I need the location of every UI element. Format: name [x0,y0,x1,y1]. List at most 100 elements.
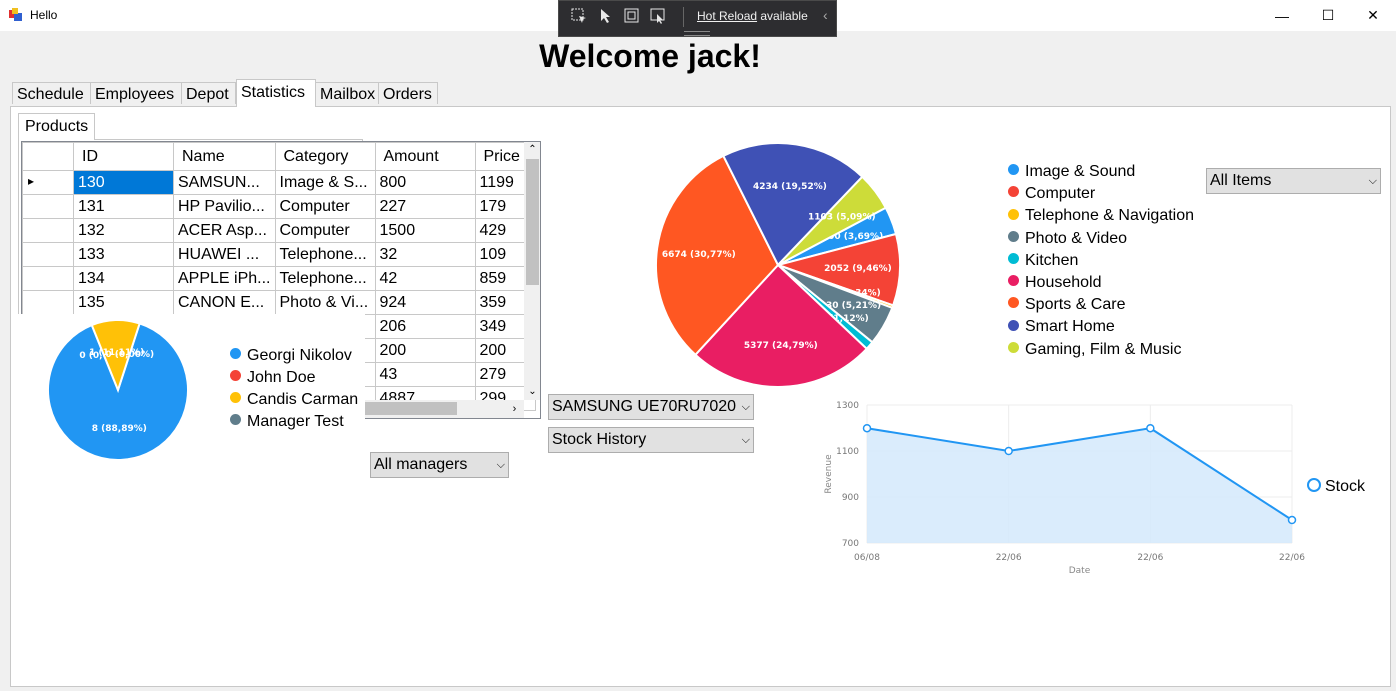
legend-item: Manager Test [230,413,358,435]
row-header-corner [22,142,74,171]
column-header-id[interactable]: ID [73,142,174,171]
cell-name[interactable]: APPLE iPh... [173,266,276,291]
table-row[interactable]: 132 ACER Asp... Computer 1500 429 [22,218,536,243]
chevron-down-icon: ⌵ [496,459,505,471]
pie-data-label: 243 (1,12%) [807,314,868,324]
hot-reload-suffix: available [757,9,808,23]
legend-label: Image & Sound [1025,163,1136,180]
product-dropdown[interactable]: SAMSUNG UE70RU7020 ⌵ [548,394,754,420]
table-row[interactable]: ▸ 130 SAMSUN... Image & S... 800 1199 [22,170,536,195]
chevron-down-icon: ⌵ [741,434,750,446]
pie-data-label: 4234 (19,52%) [753,182,827,192]
cell-category[interactable]: Image & S... [274,170,376,195]
legend-label: Sports & Care [1025,296,1126,314]
cell-amount[interactable]: 227 [374,194,476,219]
legend-label: Photo & Video [1025,229,1128,247]
maximize-button[interactable]: ☐ [1305,0,1351,31]
select-element-icon[interactable] [570,7,588,25]
row-header[interactable] [22,242,74,267]
cell-name[interactable]: ACER Asp... [173,218,276,243]
cell-category[interactable]: Photo & Vi... [274,290,376,315]
cell-id[interactable]: 135 [73,290,174,315]
cell-amount[interactable]: 1500 [374,218,476,243]
pie-slice[interactable] [693,263,869,388]
cell-amount[interactable]: 924 [374,290,476,315]
pie-slice[interactable] [90,319,141,393]
legend-dot-icon [230,392,241,404]
table-row[interactable]: 135 CANON E... Photo & Vi... 924 359 [22,290,536,315]
column-header-name[interactable]: Name [173,142,276,171]
column-header-category[interactable]: Category [274,142,376,171]
categories-pie-chart: 800 (3,69%)2052 (9,46%)74 (0,34%)1130 (5… [655,142,901,388]
scroll-right-icon[interactable]: › [512,403,517,415]
cell-amount[interactable]: 200 [374,338,476,363]
tab-orders[interactable]: Orders [378,82,438,104]
cell-amount[interactable]: 800 [374,170,476,195]
legend-item: Georgi Nikolov [230,347,358,369]
pie-slice[interactable] [777,175,888,266]
scroll-down-icon[interactable]: ⌄ [528,386,537,397]
cell-name[interactable]: HUAWEI ... [173,242,276,267]
cell-id[interactable]: 133 [73,242,174,267]
items-dropdown[interactable]: All Items ⌵ [1206,168,1381,194]
column-header-amount[interactable]: Amount [374,142,476,171]
area-fill [867,428,1292,543]
pie-slice[interactable] [722,142,864,267]
cell-category[interactable]: Telephone... [274,242,376,267]
cell-id[interactable]: 134 [73,266,174,291]
row-header[interactable] [22,290,74,315]
tab-products[interactable]: Products [18,113,96,140]
minimize-button[interactable]: — [1259,0,1305,31]
tab-mailbox[interactable]: Mailbox [315,82,379,104]
tab-employees[interactable]: Employees [90,82,182,104]
cell-name[interactable]: SAMSUN... [173,170,276,195]
table-row[interactable]: 134 APPLE iPh... Telephone... 42 859 [22,266,536,291]
x-tick-label: 06/08 [854,553,880,563]
data-point [1146,423,1155,433]
horizontal-scroll-thumb[interactable] [365,402,457,415]
legend-dot-icon [1008,164,1019,176]
cell-name[interactable]: HP Pavilio... [173,194,276,219]
cell-id[interactable]: 131 [73,194,174,219]
hot-reload-link[interactable]: Hot Reload [697,9,758,23]
cell-category[interactable]: Computer [274,218,376,243]
close-button[interactable]: ✕ [1350,0,1396,31]
hot-reload-status[interactable]: Hot Reload available [697,9,808,23]
layout-adorner-icon[interactable] [623,7,641,25]
cell-amount[interactable]: 206 [374,314,476,339]
cell-amount[interactable]: 42 [374,266,476,291]
row-header[interactable]: ▸ [22,170,74,195]
legend-dot-icon [230,414,241,426]
pie-data-label: 5377 (24,79%) [744,341,818,351]
pointer-icon[interactable] [597,7,615,25]
table-row[interactable]: 131 HP Pavilio... Computer 227 179 [22,194,536,219]
tab-schedule[interactable]: Schedule [12,82,91,104]
row-header[interactable] [22,266,74,291]
tab-statistics[interactable]: Statistics [236,79,316,107]
y-axis-label: Revenue [824,454,834,494]
cell-name[interactable]: CANON E... [173,290,276,315]
horizontal-scrollbar[interactable]: › [365,400,524,418]
y-tick-label: 1100 [836,447,859,457]
cell-category[interactable]: Computer [274,194,376,219]
scroll-up-icon[interactable]: ⌃ [528,144,537,155]
vertical-scrollbar[interactable]: ⌃ ⌄ [524,142,540,400]
cell-category[interactable]: Telephone... [274,266,376,291]
history-dropdown[interactable]: Stock History ⌵ [548,427,754,453]
row-header[interactable] [22,194,74,219]
legend-dot-icon [1008,341,1019,353]
cell-amount[interactable]: 32 [374,242,476,267]
stock-area-chart: 700 900 1100 1300 06/08 22/06 22/06 22/06 Date Re… [824,401,1305,576]
drag-grip-icon[interactable] [684,31,710,36]
legend-label: Kitchen [1025,251,1079,269]
managers-dropdown[interactable]: All managers ⌵ [370,452,509,478]
collapse-icon[interactable]: ‹ [823,7,828,23]
track-focus-icon[interactable] [649,7,667,25]
cell-id[interactable]: 130 [73,170,174,195]
vertical-scroll-thumb[interactable] [526,159,539,285]
row-header[interactable] [22,218,74,243]
cell-amount[interactable]: 43 [374,362,476,387]
cell-id[interactable]: 132 [73,218,174,243]
table-row[interactable]: 133 HUAWEI ... Telephone... 32 109 [22,242,536,267]
tab-depot[interactable]: Depot [181,82,236,104]
